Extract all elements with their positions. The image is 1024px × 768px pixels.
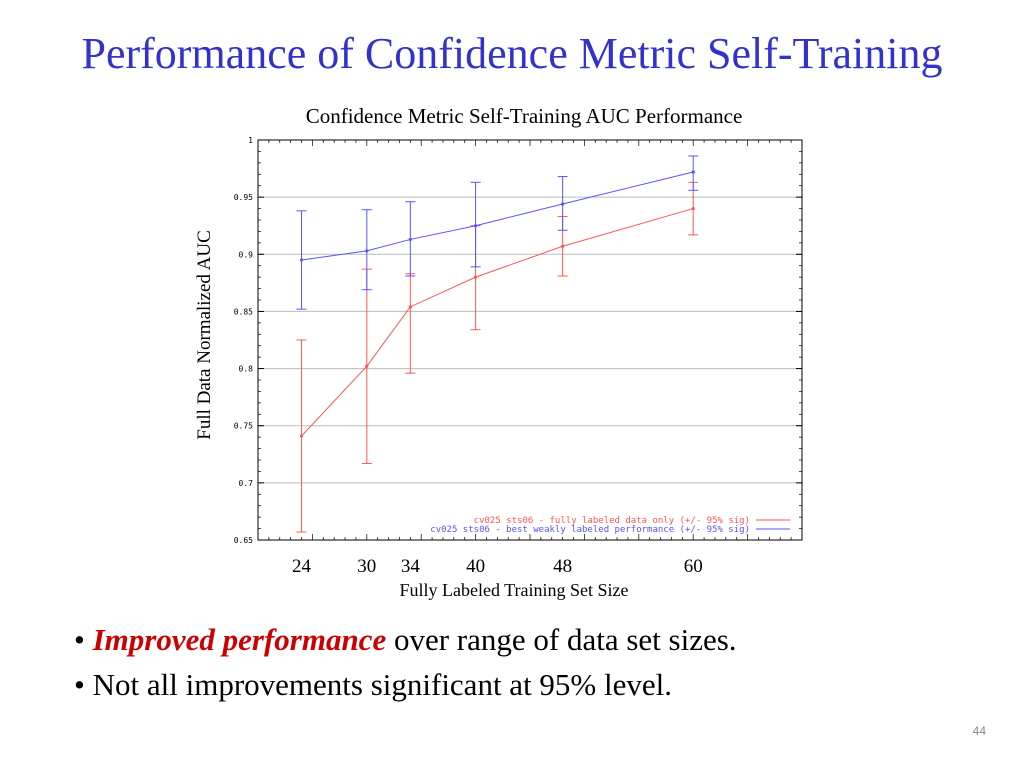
y-tick-label: 0.75 xyxy=(234,422,253,431)
legend-label: cv025 sts06 - best weakly labeled perfor… xyxy=(430,525,750,535)
data-point xyxy=(365,364,369,368)
page-number: 44 xyxy=(972,724,986,738)
y-tick-label: 0.95 xyxy=(234,193,253,202)
bullet-marker: • xyxy=(74,622,85,657)
data-point xyxy=(691,170,695,174)
x-tick-label: 60 xyxy=(684,556,703,577)
chart: 0.65 0.7 0.75 0.8 0.85 0.9 0.95 1 24 30 34 40 48 60 cv… xyxy=(234,136,803,577)
data-point xyxy=(474,275,478,279)
data-point xyxy=(408,237,412,242)
bullet-marker: • xyxy=(74,667,85,702)
x-tick-label: 24 xyxy=(292,556,312,577)
bullet-list: • Improved performance over range of dat… xyxy=(74,617,737,707)
chart-title: Confidence Metric Self-Training AUC Perf… xyxy=(305,104,743,128)
data-point xyxy=(561,202,565,206)
bullet-text: over range of data set sizes. xyxy=(386,622,737,657)
x-tick-label: 34 xyxy=(401,556,421,577)
x-tick-label: 30 xyxy=(357,556,376,577)
data-point xyxy=(474,224,478,228)
series-line xyxy=(301,171,694,261)
data-point xyxy=(365,249,369,253)
slide-title: Performance of Confidence Metric Self-Tr… xyxy=(81,29,943,78)
plot-frame xyxy=(257,139,803,541)
y-axis-label: Full Data Normalized AUC xyxy=(194,230,215,440)
data-point xyxy=(299,434,304,438)
bullet-text: Not all improvements significant at 95% … xyxy=(92,667,672,702)
data-point xyxy=(299,258,304,262)
y-tick-label: 1 xyxy=(248,136,253,145)
bullet-item: • Not all improvements significant at 95… xyxy=(74,662,737,707)
x-tick-label: 40 xyxy=(466,556,485,577)
data-point xyxy=(561,244,565,248)
y-tick-label: 0.9 xyxy=(239,250,254,259)
data-point xyxy=(691,206,695,211)
x-axis-label: Fully Labeled Training Set Size xyxy=(399,580,629,600)
y-tick-label: 0.85 xyxy=(234,307,253,316)
x-tick-label: 48 xyxy=(553,556,572,577)
bullet-item: • Improved performance over range of dat… xyxy=(74,617,737,662)
data-point xyxy=(408,305,412,309)
y-tick-label: 0.8 xyxy=(239,365,254,374)
y-tick-label: 0.65 xyxy=(234,536,253,545)
bullet-emphasis: Improved performance xyxy=(92,622,387,657)
legend-label: cv025 sts06 - fully labeled data only (+… xyxy=(474,516,750,526)
series-line xyxy=(301,208,694,437)
y-tick-label: 0.7 xyxy=(239,479,254,488)
